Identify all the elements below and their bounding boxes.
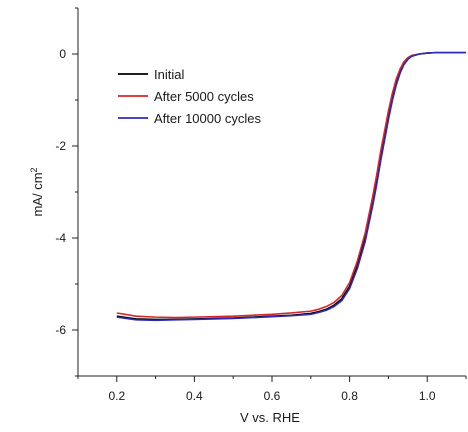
x-tick-label: 0.8	[341, 389, 358, 403]
y-tick-label: -4	[55, 231, 66, 245]
y-tick-label: -2	[55, 139, 66, 153]
x-tick-label: 1.0	[419, 389, 436, 403]
x-tick-label: 0.2	[108, 389, 125, 403]
axes: 0.2 0.4 0.6 0.8 1.0 0 -2 -4 -6	[55, 7, 467, 403]
series-lines	[116, 51, 466, 322]
legend: Initial After 5000 cycles After 10000 cycl…	[118, 67, 261, 126]
series-line-3	[116, 51, 466, 322]
legend-label: After 10000 cycles	[154, 111, 261, 126]
y-axis-label-superscript: 2	[29, 167, 39, 172]
legend-label: After 5000 cycles	[154, 89, 254, 104]
y-axis-label-text: mA/ cm	[30, 172, 45, 216]
y-axis-label: mA/ cm2	[29, 167, 45, 216]
y-tick-label: -6	[55, 323, 66, 337]
x-tick-label: 0.6	[264, 389, 281, 403]
y-tick-label: 0	[59, 47, 66, 61]
x-tick-label: 0.4	[186, 389, 203, 403]
legend-label: Initial	[154, 67, 184, 82]
x-axis-label: V vs. RHE	[240, 410, 300, 425]
